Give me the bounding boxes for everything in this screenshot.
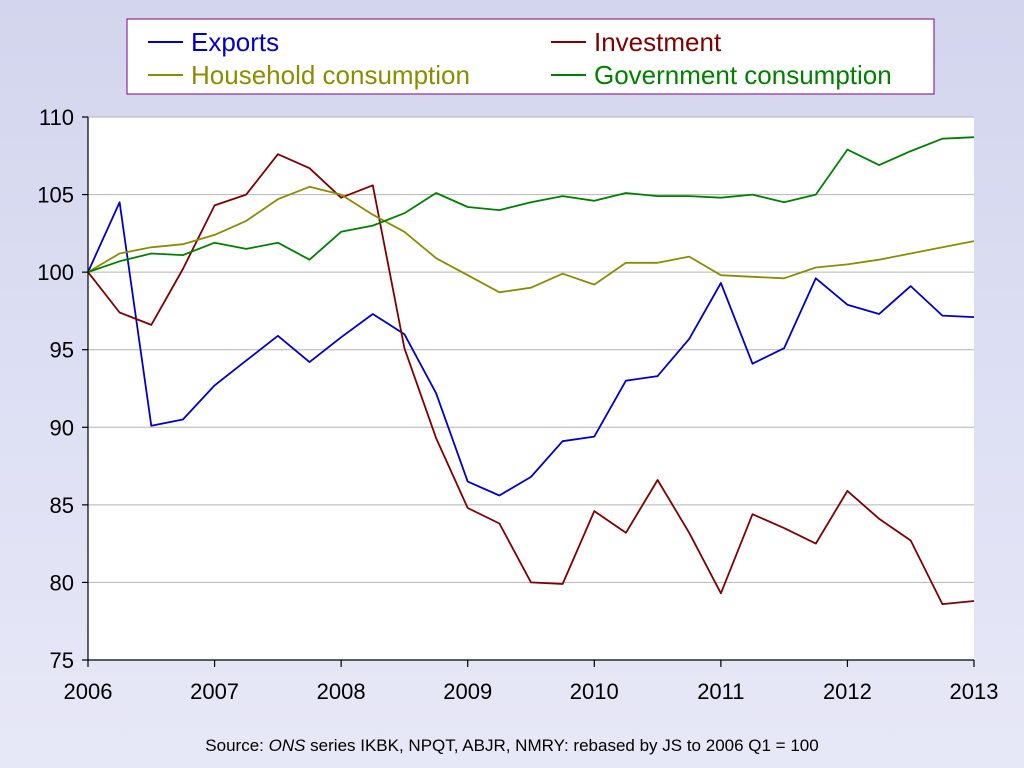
y-tick-label: 90 <box>50 415 74 440</box>
y-tick-label: 95 <box>50 338 74 363</box>
legend: Exports Investment Household consumption… <box>126 18 935 95</box>
x-tick-label: 2007 <box>190 679 239 704</box>
legend-entry-government-consumption: Government consumption <box>551 60 892 90</box>
y-tick-label: 75 <box>50 648 74 673</box>
y-axis-ticks: 75 80 85 90 95 100 105 110 <box>37 105 88 673</box>
legend-entry-investment: Investment <box>551 27 722 57</box>
plot-area <box>88 117 974 660</box>
y-tick-label: 105 <box>37 183 74 208</box>
x-tick-label: 2006 <box>64 679 113 704</box>
y-tick-label: 85 <box>50 493 74 518</box>
source-note: Source: ONS series IKBK, NPQT, ABJR, NMR… <box>205 736 819 755</box>
gridlines <box>88 116 974 583</box>
legend-entry-household-consumption: Household consumption <box>148 60 470 90</box>
legend-label: Government consumption <box>594 60 892 90</box>
x-tick-label: 2010 <box>570 679 619 704</box>
x-tick-label: 2013 <box>950 679 999 704</box>
legend-box <box>126 18 935 95</box>
series-line-government-consumption <box>87 136 975 273</box>
series-line-investment <box>87 153 975 605</box>
series-line-exports <box>87 201 975 497</box>
series-lines <box>87 136 975 605</box>
y-tick-label: 100 <box>37 260 74 285</box>
y-tick-label: 110 <box>39 105 74 130</box>
x-tick-label: 2009 <box>443 679 492 704</box>
series-line-household-consumption <box>87 185 975 294</box>
legend-label: Household consumption <box>191 60 470 90</box>
x-tick-label: 2008 <box>317 679 366 704</box>
source-org: ONS <box>268 736 306 755</box>
x-axis-ticks: 2006 2007 2008 2009 2010 2011 2012 2013 <box>64 660 999 704</box>
legend-label: Investment <box>594 27 722 57</box>
y-tick-label: 80 <box>50 570 74 595</box>
x-tick-label: 2011 <box>697 679 744 704</box>
legend-entry-exports: Exports <box>148 27 279 57</box>
x-tick-label: 2012 <box>823 679 872 704</box>
legend-label: Exports <box>191 27 279 57</box>
